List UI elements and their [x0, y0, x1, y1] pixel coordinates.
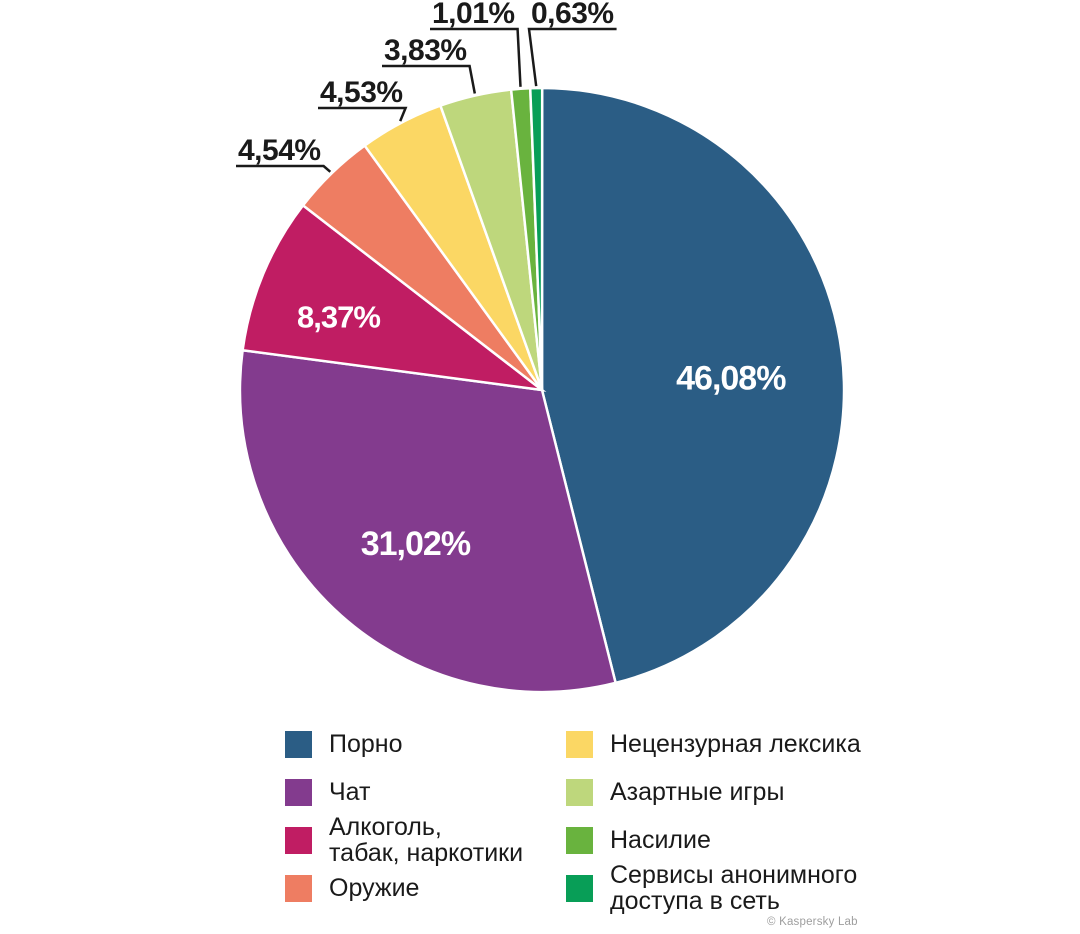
legend-column-right: Нецензурная лексика Азартные игры Насили… [566, 720, 866, 914]
callout-leader-line-6 [430, 27, 522, 87]
callout-leader-line-7 [527, 27, 617, 87]
callout-leader-line-4 [318, 106, 408, 122]
pie-slice-0 [540, 86, 846, 685]
legend-label-line: Азартные игры [610, 778, 785, 806]
slice-value-label-1: 31,02% [361, 525, 471, 563]
legend-item-chat: Чат [285, 768, 555, 816]
legend-label-line: доступа в сеть [610, 887, 780, 915]
legend-label-line: Нецензурная лексика [610, 730, 861, 758]
legend-label-alcohol: Алкоголь, табак, наркотики [329, 814, 523, 866]
legend-label-line: Оружие [329, 874, 420, 902]
pie-slice-2 [241, 203, 547, 392]
legend-label-line: Сервисы анонимного [610, 861, 858, 889]
slice-value-label-4: 4,53% [320, 76, 403, 109]
legend-item-weapons: Оружие [285, 864, 555, 912]
legend-swatch-porn [285, 730, 312, 758]
legend-label-violence: Насилие [610, 827, 711, 853]
slice-value-label-0: 46,08% [676, 360, 786, 398]
pie-slice-1 [238, 348, 618, 694]
slice-value-label-3: 4,54% [238, 134, 321, 167]
legend-swatch-anonymizers [566, 874, 593, 902]
legend-item-alcohol-tobacco-drugs: Алкоголь, табак, наркотики [285, 814, 555, 866]
legend-swatch-profanity [566, 730, 593, 758]
slice-value-label-2: 8,37% [297, 299, 380, 334]
legend-item-profanity: Нецензурная лексика [566, 720, 866, 768]
legend-swatch-violence [566, 826, 593, 854]
copyright-text: © Kaspersky Lab [767, 916, 858, 928]
legend-label-gambling: Азартные игры [610, 779, 784, 805]
legend-label-porn: Порно [329, 731, 403, 757]
legend-item-violence: Насилие [566, 816, 866, 864]
callout-leader-line-3 [236, 164, 332, 173]
legend-label-line: табак, наркотики [329, 839, 524, 867]
legend-swatch-gambling [566, 778, 593, 806]
slice-value-label-5: 3,83% [384, 34, 467, 67]
legend-item-gambling: Азартные игры [566, 768, 866, 816]
legend-item-porn: Порно [285, 720, 555, 768]
legend-label-profanity: Нецензурная лексика [610, 731, 861, 757]
legend-label-weapons: Оружие [329, 875, 419, 901]
slice-value-label-6: 1,01% [432, 0, 515, 30]
legend-label-line: Насилие [610, 826, 711, 854]
legend-label-line: Чат [329, 778, 371, 806]
legend-label-chat: Чат [329, 779, 370, 805]
legend-item-anonymizers: Сервисы анонимного доступа в сеть [566, 862, 866, 914]
legend-swatch-alcohol [285, 826, 312, 854]
legend-label-line: Алкоголь, [329, 813, 442, 841]
legend-swatch-weapons [285, 874, 312, 902]
slice-value-label-7: 0,63% [531, 0, 614, 30]
legend-label-line: Порно [329, 730, 403, 758]
legend-swatch-chat [285, 778, 312, 806]
pie-slice-7 [528, 86, 544, 391]
callout-leader-line-5 [382, 64, 477, 94]
legend-label-anonymizers: Сервисы анонимного доступа в сеть [610, 862, 857, 914]
legend-column-left: Порно Чат Алкоголь, табак, наркотики [285, 720, 555, 912]
